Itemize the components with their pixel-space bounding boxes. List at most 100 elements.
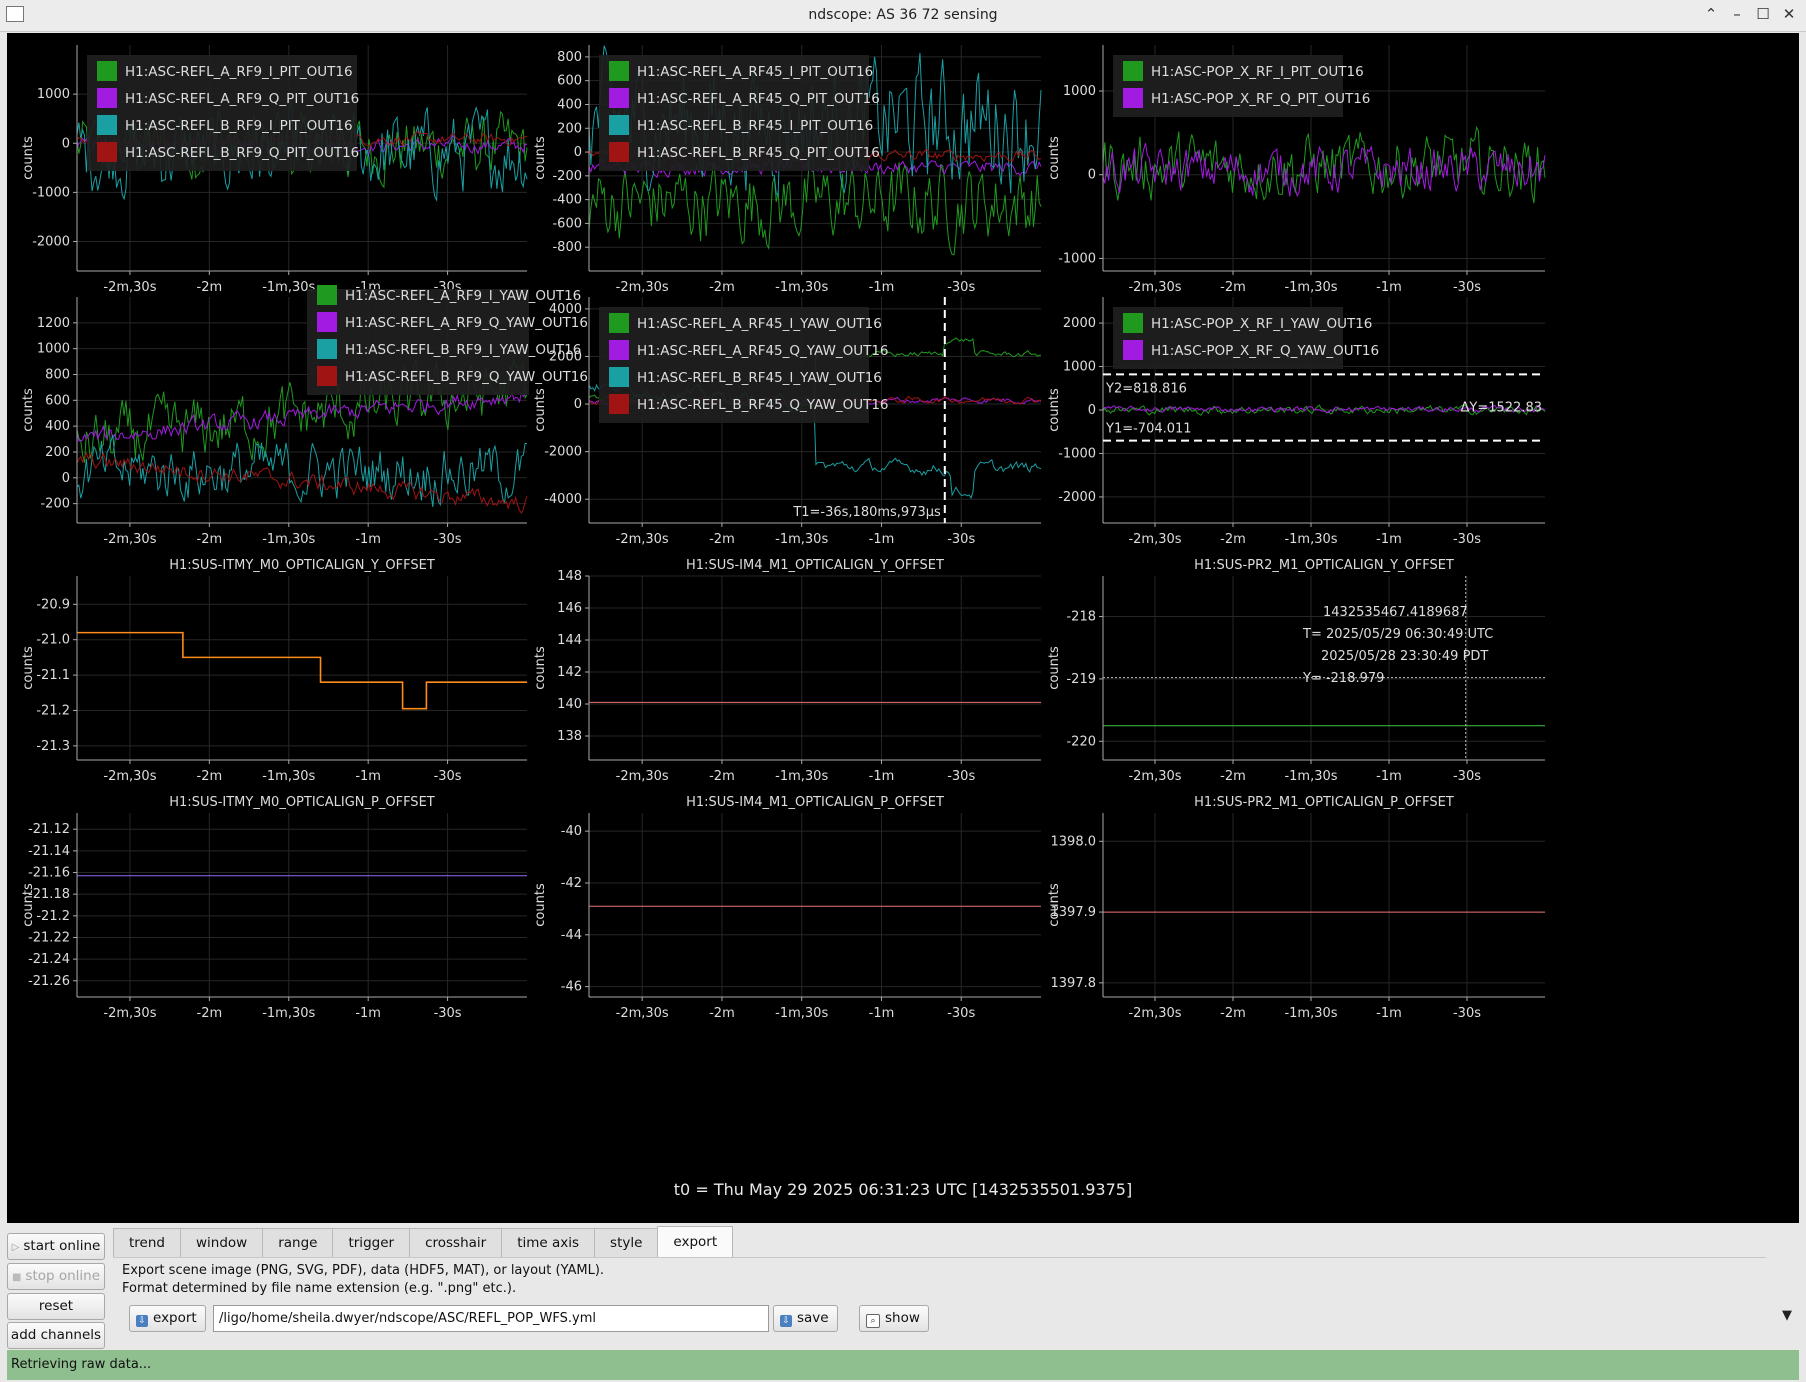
x-tick-label: -2m [1220,769,1246,784]
y-tick-label: 140 [557,697,582,712]
start-online-button[interactable]: ▷ start online [7,1233,105,1260]
y-tick-label: 800 [557,50,582,65]
y-tick-label: -1000 [1058,251,1096,266]
y-tick-label: -21.24 [28,952,70,967]
legend[interactable]: H1:ASC-REFL_A_RF45_I_YAW_OUT16 H1:ASC-REF… [599,307,889,423]
legend-swatch [97,61,117,81]
tab-range[interactable]: range [262,1228,334,1257]
tab-trigger[interactable]: trigger [332,1228,411,1257]
plot-5[interactable]: 4000 2000 0 -2000 -4000 -2m,30s -2m -1m,30s -1m -… [533,297,1042,547]
x-tick-label: -30s [947,532,975,547]
plot-7[interactable]: H1:SUS-ITMY_M0_OPTICALIGN_Y_OFFSET -20.9 -… [21,558,527,784]
x-tick-label: -2m [709,1006,735,1021]
t0-label: t0 = Thu May 29 2025 06:31:23 UTC [14325… [674,1180,1132,1199]
x-tick-label: -1m,30s [775,1006,828,1021]
legend-swatch [609,115,629,135]
legend-entry: H1:ASC-POP_X_RF_Q_PIT_OUT16 [1151,91,1370,107]
show-button[interactable]: ⌕ show [859,1305,929,1332]
legend[interactable]: H1:ASC-REFL_A_RF45_I_PIT_OUT16 H1:ASC-REF… [599,55,880,171]
window-close-icon[interactable]: ✕ [1782,5,1796,23]
x-tick-label: -2m [709,532,735,547]
legend[interactable]: H1:ASC-REFL_A_RF9_I_YAW_OUT16 H1:ASC-REFL… [307,285,588,395]
legend-entry: H1:ASC-POP_X_RF_I_PIT_OUT16 [1151,64,1364,80]
x-tick-label: -2m,30s [616,532,669,547]
x-tick-label: -1m,30s [775,532,828,547]
x-tick-label: -1m,30s [262,769,315,784]
x-tick-label: -30s [947,1006,975,1021]
series-line [1102,125,1546,204]
y-tick-label: -21.1 [36,668,70,683]
export-button[interactable]: ⇩ export [129,1305,206,1332]
export-format-note: Format determined by file name extension… [122,1281,517,1296]
legend-entry: H1:ASC-REFL_A_RF45_I_YAW_OUT16 [637,316,882,332]
y-tick-label: -21.26 [28,974,70,989]
x-tick-label: -1m [1376,1006,1402,1021]
stop-online-button[interactable]: ■ stop online [7,1263,105,1290]
plot-6[interactable]: 2000 1000 0 -1000 -2000 -2m,30s -2m -1m,30s -1m -… [1047,297,1546,547]
y-tick-label: 142 [557,665,582,680]
legend[interactable]: H1:ASC-POP_X_RF_I_YAW_OUT16 H1:ASC-POP_X_… [1113,307,1379,369]
legend-swatch [1123,313,1143,333]
y-tick-label: 600 [45,393,70,408]
x-tick-label: -30s [947,280,975,295]
export-path-input[interactable]: /ligo/home/sheila.dwyer/ndscope/ASC/REFL… [213,1305,769,1332]
y-tick-label: -21.3 [36,739,70,754]
save-button[interactable]: ⇩ save [773,1305,838,1332]
collapse-panel-icon[interactable]: ▼ [1782,1308,1792,1323]
legend[interactable]: H1:ASC-REFL_A_RF9_I_PIT_OUT16 H1:ASC-REFL… [87,55,359,171]
legend-swatch [609,142,629,162]
export-panel: Export scene image (PNG, SVG, PDF), data… [113,1257,1766,1346]
x-tick-label: -2m,30s [1128,1006,1181,1021]
plot-3[interactable]: 1000 0 -1000 -2m,30s -2m -1m,30s -1m -30s counts… [1047,45,1546,295]
plot-title: H1:SUS-IM4_M1_OPTICALIGN_Y_OFFSET [686,558,944,573]
tab-window[interactable]: window [179,1228,264,1257]
x-tick-label: -2m,30s [103,280,156,295]
y-tick-label: 0 [1088,403,1096,418]
y-axis-label: counts [533,646,548,690]
tab-crosshair[interactable]: crosshair [409,1228,503,1257]
y-tick-label: -1000 [1058,446,1096,461]
add-channels-button[interactable]: add channels [7,1322,105,1349]
window-shade-icon[interactable]: ⌃ [1704,5,1718,23]
legend-swatch [317,285,337,305]
y-axis-label: counts [21,883,36,927]
window-minimize-icon[interactable]: – [1733,5,1741,23]
y-tick-label: -46 [561,980,582,995]
tab-trend[interactable]: trend [113,1228,181,1257]
y-tick-label: 2000 [549,349,582,364]
y-tick-label: 1397.8 [1051,976,1097,991]
plot-11[interactable]: H1:SUS-IM4_M1_OPTICALIGN_P_OFFSET -40 -42 -… [533,795,1041,1021]
save-icon: ⇩ [780,1315,792,1327]
plot-12[interactable]: H1:SUS-PR2_M1_OPTICALIGN_P_OFFSET 1398.0 1… [1047,795,1545,1021]
plot-2[interactable]: 800 600 400 200 0 -200 -400 -600 -800 -2m,30s -2m -… [533,45,1042,295]
series-line [1102,405,1546,414]
y-tick-label: 0 [574,397,582,412]
tab-export[interactable]: export [657,1226,734,1257]
legend-box [1113,307,1343,369]
legend[interactable]: H1:ASC-POP_X_RF_I_PIT_OUT16 H1:ASC-POP_X_… [1113,55,1370,117]
plot-9[interactable]: H1:SUS-PR2_M1_OPTICALIGN_Y_OFFSET -218 -21… [1047,558,1545,784]
y-tick-label: 0 [1088,168,1096,183]
crosshair-readout: 1432535467.4189687 [1323,605,1468,620]
plot-scene[interactable]: 1000 0 -1000 -2000 -2m,30s -2m -1m,30s -1m -30s c… [7,33,1799,1223]
legend-entry: H1:ASC-REFL_A_RF45_Q_YAW_OUT16 [637,343,889,359]
x-tick-label: -1m,30s [1284,769,1337,784]
y-tick-label: -21.16 [28,866,70,881]
plot-title: H1:SUS-PR2_M1_OPTICALIGN_Y_OFFSET [1194,558,1454,573]
legend-entry: H1:ASC-REFL_B_RF45_I_YAW_OUT16 [637,370,882,386]
y-axis-label: counts [1047,883,1062,927]
legend-swatch [1123,61,1143,81]
legend-entry: H1:ASC-REFL_A_RF9_I_PIT_OUT16 [125,64,353,80]
tab-time-axis[interactable]: time axis [501,1228,596,1257]
plot-8[interactable]: H1:SUS-IM4_M1_OPTICALIGN_Y_OFFSET 148 146 1… [533,558,1041,784]
window-maximize-icon[interactable]: ☐ [1756,5,1770,23]
x-tick-label: -1m [869,1006,895,1021]
legend-box [1113,55,1343,117]
y-tick-label: 1200 [37,316,70,331]
tab-style[interactable]: style [594,1228,659,1257]
plot-10[interactable]: H1:SUS-ITMY_M0_OPTICALIGN_P_OFFSET -21.12… [21,795,527,1021]
reset-button[interactable]: reset [7,1293,105,1320]
